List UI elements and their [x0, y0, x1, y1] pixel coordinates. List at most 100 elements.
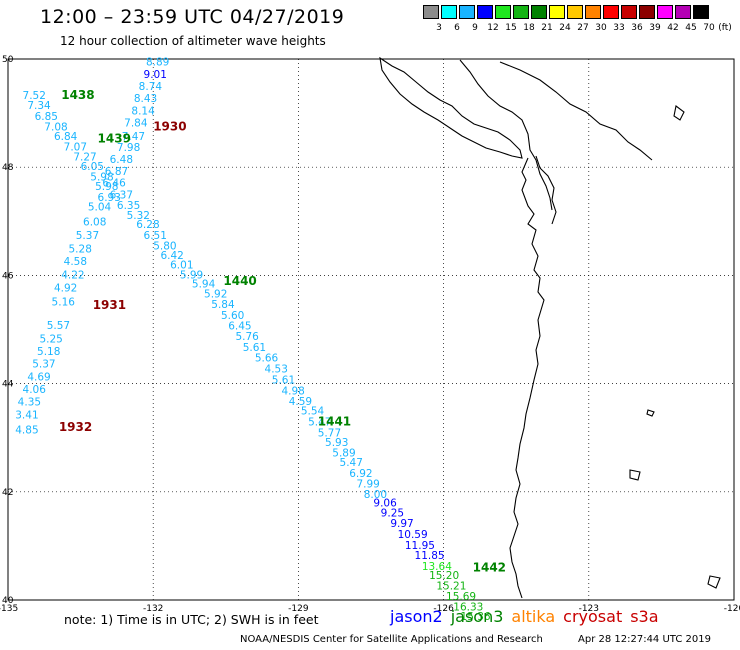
- wave-height-label: 6.01: [170, 260, 193, 272]
- wave-height-label: 6.51: [144, 230, 167, 242]
- wave-height-label: 5.93: [325, 437, 348, 449]
- cryosat-track: 7.527.346.857.086.847.077.276.055.985.98…: [15, 90, 121, 436]
- wave-height-label: 5.61: [243, 342, 266, 354]
- lon-tick-label: -120: [724, 604, 740, 614]
- wave-height-label: 7.52: [23, 90, 46, 102]
- wave-height-label: 5.89: [332, 447, 355, 459]
- wave-height-label: 7.27: [73, 151, 96, 163]
- wave-height-label: 15.21: [436, 580, 466, 592]
- wave-height-label: 9.06: [373, 498, 397, 510]
- lat-tick-label: 46: [2, 271, 14, 281]
- scale-swatch: [477, 5, 493, 19]
- wave-height-label: 6.42: [160, 250, 183, 262]
- scale-swatch: [585, 5, 601, 19]
- wave-height-label: 7.07: [64, 142, 87, 154]
- wave-height-label: 5.47: [340, 457, 363, 469]
- wave-height-label: 9.97: [390, 518, 413, 530]
- scale-swatch: [549, 5, 565, 19]
- wave-height-label: 5.04: [88, 202, 112, 214]
- wave-height-label: 5.18: [37, 346, 60, 358]
- coastline-inland-waters: [459, 59, 553, 211]
- map-title: 12:00 – 23:59 UTC 04/27/2019: [40, 6, 345, 28]
- wave-height-label: 5.60: [221, 310, 244, 322]
- scale-label: 42: [667, 23, 679, 33]
- coastline-puget-sound: [535, 155, 557, 225]
- wave-height-label: 4.98: [281, 386, 304, 398]
- scale-swatch: [657, 5, 673, 19]
- wave-height-label: 8.74: [139, 81, 163, 93]
- map-frame: [7, 58, 735, 601]
- wave-height-label: 15.69: [446, 591, 476, 603]
- legend-jason2: jason2: [390, 607, 443, 626]
- pass-time-label: 1438: [61, 88, 94, 102]
- wave-height-label: 9.25: [381, 507, 404, 519]
- wave-height-label: 8.43: [134, 93, 157, 105]
- scale-swatch: [459, 5, 475, 19]
- scale-label: 3: [436, 23, 442, 33]
- scale-label: 12: [487, 23, 499, 33]
- wave-height-label: 4.35: [18, 396, 41, 408]
- wave-height-label: 5.76: [235, 331, 259, 343]
- wave-height-label: 5.37: [32, 359, 55, 371]
- wave-height-label: 5.28: [69, 243, 92, 255]
- scale-label: 21: [541, 23, 553, 33]
- coastline-north: [499, 61, 653, 161]
- pass-time-labels: 1438 1439 1930 1440 1931 1932 1441 1442: [59, 88, 506, 574]
- wave-height-label: 13.64: [422, 561, 452, 573]
- wave-height-label: 8.14: [131, 105, 155, 117]
- legend-cryosat: cryosat: [563, 607, 623, 626]
- wave-height-label: 10.59: [398, 529, 428, 541]
- wave-height-label: 4.06: [23, 384, 47, 396]
- scale-label: 15: [505, 23, 517, 33]
- wave-height-label: 16.33: [453, 601, 483, 613]
- lat-tick-label: 50: [2, 55, 14, 65]
- wave-height-label: 7.47: [122, 131, 145, 143]
- wave-height-label: 5.32: [127, 210, 150, 222]
- wave-height-label: 8.89: [146, 57, 169, 69]
- wave-height-label: 15.36: [461, 611, 491, 623]
- wave-height-label: 7.34: [27, 100, 51, 112]
- wave-height-label: 7.99: [356, 479, 379, 491]
- island-c: [707, 575, 721, 589]
- wave-height-label: 6.84: [54, 131, 78, 143]
- credit-text: NOAA/NESDIS Center for Satellite Applica…: [240, 634, 543, 645]
- jason3-track: 8.899.018.748.438.147.84 7.477.986.486.87…: [102, 57, 491, 624]
- lon-tick-label: -126: [433, 604, 454, 614]
- pass-time-label: 1930: [153, 120, 186, 134]
- lon-tick-label: -123: [579, 604, 599, 614]
- pass-time-label: 1439: [98, 132, 131, 146]
- scale-label: 18: [523, 23, 535, 33]
- wave-height-label: 5.80: [153, 241, 176, 253]
- wave-height-label: 7.84: [124, 117, 148, 129]
- wave-height-label: 4.85: [15, 425, 38, 437]
- scale-swatch: [531, 5, 547, 19]
- wave-height-label: 5.99: [180, 269, 203, 281]
- wave-height-label: 3.41: [15, 409, 38, 421]
- wave-height-label: 5.16: [52, 296, 76, 308]
- wave-height-label: 5.98: [90, 171, 113, 183]
- scale-label: 39: [649, 23, 661, 33]
- coastline: [379, 56, 721, 599]
- pass-time-label: 1441: [318, 414, 351, 428]
- wave-height-label: 6.05: [81, 161, 104, 173]
- wave-height-label: 6.93: [98, 192, 121, 204]
- lat-tick-label: 40: [2, 596, 14, 606]
- wave-height-label: 5.94: [192, 279, 216, 291]
- wave-height-label: 4.92: [54, 282, 77, 294]
- lat-tick-label: 44: [2, 380, 14, 390]
- wave-height-label: 5.25: [39, 334, 62, 346]
- wave-height-label: 4.59: [289, 396, 312, 408]
- scale-label: 6: [454, 23, 460, 33]
- coastline-vancouver-island: [379, 56, 523, 159]
- wave-height-label: 5.57: [47, 320, 70, 332]
- scale-swatch: [567, 5, 583, 19]
- scale-swatch: [441, 5, 457, 19]
- lat-tick-label: 42: [2, 488, 13, 498]
- scale-swatch: [603, 5, 619, 19]
- lat-lon-grid: [7, 58, 735, 601]
- scale-label: 24: [559, 23, 571, 33]
- pass-time-label: 1440: [223, 274, 256, 288]
- wave-height-label: 6.87: [105, 166, 128, 178]
- coastline-mainland: [509, 157, 545, 599]
- footnote: note: 1) Time is in UTC; 2) SWH is in fe…: [64, 612, 319, 627]
